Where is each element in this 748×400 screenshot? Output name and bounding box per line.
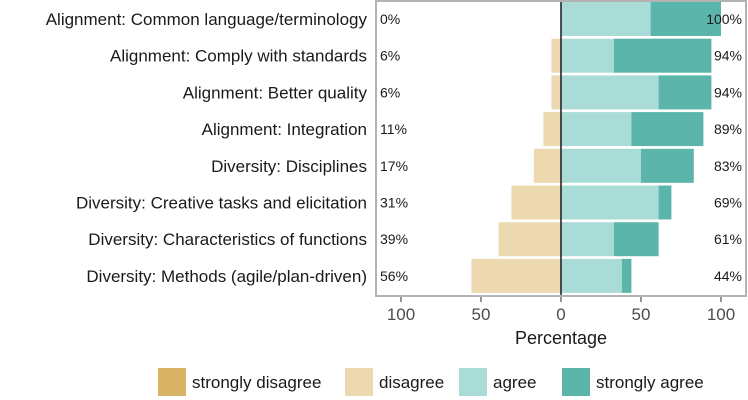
x-tick-label: 50 bbox=[632, 305, 651, 324]
legend-swatch bbox=[345, 368, 373, 396]
bar-disagree bbox=[533, 148, 561, 183]
legend-label: strongly agree bbox=[596, 373, 704, 392]
bar-strongly-agree bbox=[613, 38, 712, 73]
bar-disagree bbox=[551, 75, 561, 110]
left-percentage-label: 39% bbox=[380, 231, 408, 247]
legend-swatch bbox=[158, 368, 186, 396]
category-labels: Alignment: Common language/terminology Al… bbox=[46, 10, 368, 286]
bar-strongly-agree bbox=[631, 112, 704, 147]
legend-label: strongly disagree bbox=[192, 373, 321, 392]
legend-swatch bbox=[459, 368, 487, 396]
percentage-labels: 0% 100% 6% 94% 6% 94% 11% 89% 17% 83% 31% 69% 39% 61%… bbox=[380, 11, 742, 284]
x-tick-label: 50 bbox=[472, 305, 491, 324]
bar-disagree bbox=[511, 185, 561, 220]
category-label: Diversity: Characteristics of functions bbox=[88, 230, 367, 249]
bar-agree bbox=[561, 38, 614, 73]
left-percentage-label: 6% bbox=[380, 48, 400, 64]
bar-agree bbox=[561, 258, 622, 293]
right-percentage-label: 94% bbox=[714, 48, 742, 64]
category-label: Diversity: Disciplines bbox=[211, 157, 367, 176]
category-label: Diversity: Creative tasks and elicitatio… bbox=[76, 194, 367, 213]
bar-strongly-agree bbox=[613, 222, 659, 257]
bar-disagree bbox=[551, 38, 561, 73]
left-percentage-label: 17% bbox=[380, 158, 408, 174]
legend-label: agree bbox=[493, 373, 536, 392]
legend-label: disagree bbox=[379, 373, 444, 392]
bar-strongly-agree bbox=[621, 258, 632, 293]
bar-disagree bbox=[471, 258, 561, 293]
category-label: Alignment: Integration bbox=[202, 120, 367, 139]
category-label: Alignment: Common language/terminology bbox=[46, 10, 368, 29]
x-tick-label: 100 bbox=[387, 305, 415, 324]
x-tick-label: 0 bbox=[556, 305, 565, 324]
bar-agree bbox=[561, 112, 632, 147]
right-percentage-label: 69% bbox=[714, 195, 742, 211]
left-percentage-label: 6% bbox=[380, 84, 400, 100]
bar-strongly-agree bbox=[641, 148, 694, 183]
right-percentage-label: 89% bbox=[714, 121, 742, 137]
right-percentage-label: 94% bbox=[714, 84, 742, 100]
bar-disagree bbox=[498, 222, 561, 257]
x-tick-label: 100 bbox=[707, 305, 735, 324]
legend: strongly disagree disagree agree strongly a… bbox=[158, 368, 704, 396]
bar-strongly-agree bbox=[658, 185, 672, 220]
bar-agree bbox=[561, 185, 659, 220]
x-axis-ticks: 100 50 0 50 100 bbox=[387, 297, 735, 324]
bar-strongly-agree bbox=[658, 75, 712, 110]
right-percentage-label: 83% bbox=[714, 158, 742, 174]
right-percentage-label: 61% bbox=[714, 231, 742, 247]
category-label: Diversity: Methods (agile/plan-driven) bbox=[86, 267, 367, 286]
left-percentage-label: 56% bbox=[380, 268, 408, 284]
right-percentage-label: 44% bbox=[714, 268, 742, 284]
legend-swatch bbox=[562, 368, 590, 396]
bar-agree bbox=[561, 75, 659, 110]
left-percentage-label: 31% bbox=[380, 195, 408, 211]
bar-agree bbox=[561, 2, 651, 36]
bar-agree bbox=[561, 222, 614, 257]
bars bbox=[471, 2, 721, 293]
bar-agree bbox=[561, 148, 641, 183]
category-label: Alignment: Better quality bbox=[183, 83, 368, 102]
left-percentage-label: 11% bbox=[380, 121, 407, 137]
category-label: Alignment: Comply with standards bbox=[110, 47, 367, 66]
bar-strongly-agree bbox=[650, 2, 721, 36]
left-percentage-label: 0% bbox=[380, 11, 400, 27]
bar-disagree bbox=[543, 112, 561, 147]
x-axis-title: Percentage bbox=[515, 328, 607, 348]
right-percentage-label: 100% bbox=[706, 11, 742, 27]
